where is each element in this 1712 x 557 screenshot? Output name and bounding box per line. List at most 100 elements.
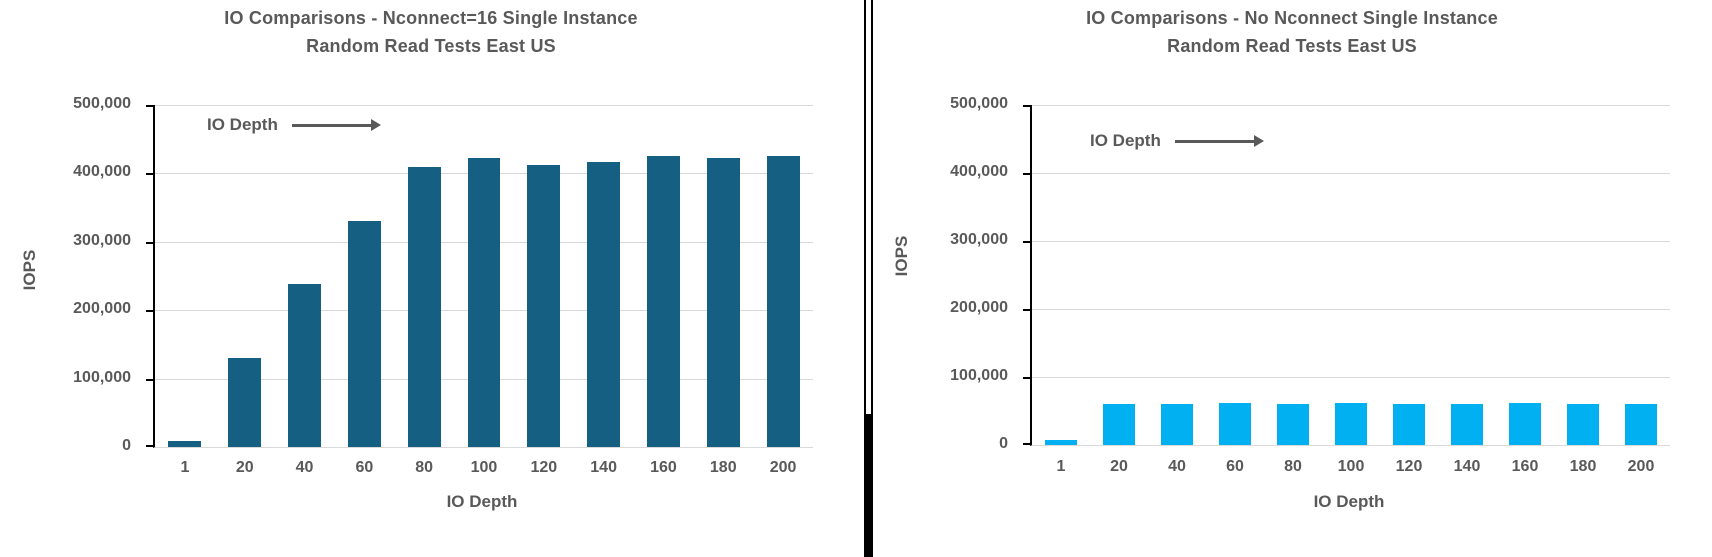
arrow-head	[370, 119, 381, 131]
chart-title: IO Comparisons - No Nconnect Single Inst…	[872, 4, 1712, 60]
x-tick-label: 120	[1395, 458, 1423, 475]
right-arrow-icon	[1174, 135, 1264, 147]
y-axis-tick-mark	[146, 379, 153, 381]
bar-iodepth-40	[1161, 404, 1193, 445]
bar-iodepth-20	[228, 358, 262, 447]
y-tick-label: 400,000	[950, 163, 1008, 180]
x-tick-label: 40	[295, 459, 314, 476]
right-arrow-icon	[291, 119, 381, 131]
x-tick-label: 80	[1284, 458, 1302, 475]
y-tick-label: 300,000	[73, 232, 131, 249]
gridline	[1032, 377, 1670, 378]
chart-nconnect16: IO Comparisons - Nconnect=16 Single Inst…	[0, 4, 862, 511]
chart-no-nconnect: IO Comparisons - No Nconnect Single Inst…	[872, 0, 1712, 557]
bar-iodepth-160	[647, 156, 680, 447]
plot-area: IO Depth	[146, 105, 813, 448]
arrow-line	[1174, 139, 1255, 143]
bar-iodepth-60	[347, 221, 381, 447]
x-tick-label: 120	[530, 459, 558, 476]
bar-iodepth-40	[288, 284, 321, 447]
x-tick-label: 100	[470, 459, 498, 476]
gridline	[1032, 309, 1670, 310]
x-tick-label: 140	[590, 459, 617, 476]
y-tick-label: 0	[122, 437, 131, 454]
x-tick-label: 100	[1337, 458, 1365, 475]
y-tick-label: 400,000	[73, 163, 131, 180]
bar-iodepth-20	[1103, 404, 1135, 445]
bar-iodepth-160	[1509, 403, 1541, 445]
plot-area: IO Depth	[1023, 105, 1670, 446]
y-axis-tick-mark	[1023, 173, 1030, 175]
x-tick-label: 140	[1453, 458, 1481, 475]
y-axis-tick-labels: 500,000 400,000 300,000 200,000 100,000 0	[16, 95, 141, 454]
gridline	[1032, 173, 1670, 174]
annotation-label: IO Depth	[207, 115, 278, 134]
bar-iodepth-120	[527, 165, 561, 447]
x-tick-label: 20	[235, 459, 254, 476]
bar-iodepth-80	[407, 167, 441, 447]
gridline	[1032, 105, 1670, 106]
x-axis-title: IO Depth	[1313, 492, 1385, 511]
y-axis-tick-mark	[1023, 443, 1030, 445]
x-axis-tick-labels: 1 20 40 60 80 100 120 140 160 180 200	[155, 459, 813, 483]
chart-title-line2: Random Read Tests East US	[306, 36, 556, 56]
y-tick-label: 100,000	[73, 369, 131, 386]
chart-title-line1: IO Comparisons - Nconnect=16 Single Inst…	[224, 8, 638, 28]
y-tick-label: 100,000	[950, 367, 1008, 384]
x-axis-title: IO Depth	[446, 492, 518, 511]
y-axis-tick-mark	[146, 242, 153, 244]
x-tick-label: 60	[355, 459, 374, 476]
gridline	[155, 105, 813, 106]
x-tick-label: 180	[709, 459, 737, 476]
y-tick-label: 500,000	[73, 95, 131, 112]
bar-iodepth-200	[1625, 404, 1657, 445]
arrow-head	[1253, 135, 1264, 147]
x-tick-label: 180	[1569, 458, 1597, 475]
x-tick-label: 20	[1110, 458, 1128, 475]
y-tick-label: 200,000	[73, 300, 131, 317]
x-tick-label: 40	[1168, 458, 1186, 475]
bar-iodepth-60	[1219, 403, 1251, 445]
y-axis-tick-mark	[146, 445, 153, 447]
x-tick-label: 160	[650, 459, 677, 476]
io-depth-annotation: IO Depth	[207, 115, 381, 135]
y-axis-tick-mark	[146, 173, 153, 175]
y-tick-label: 0	[999, 435, 1008, 452]
y-tick-label: 300,000	[950, 231, 1008, 248]
y-axis-tick-labels: 500,000 400,000 300,000 200,000 100,000 0	[893, 95, 1018, 452]
x-tick-label: 200	[769, 459, 797, 476]
chart-title-line1: IO Comparisons - No Nconnect Single Inst…	[1086, 8, 1498, 28]
bar-iodepth-1	[1045, 440, 1077, 445]
chart-title-line2: Random Read Tests East US	[1167, 36, 1417, 56]
bar-iodepth-100	[1335, 403, 1367, 445]
bar-iodepth-120	[1393, 404, 1425, 445]
x-tick-label: 160	[1511, 458, 1539, 475]
x-tick-label: 1	[180, 459, 190, 476]
bar-iodepth-100	[467, 158, 501, 447]
x-tick-label: 80	[415, 459, 434, 476]
gridline	[1032, 241, 1670, 242]
y-axis-tick-mark	[146, 105, 153, 107]
x-tick-label: 200	[1627, 458, 1655, 475]
bar-iodepth-140	[1451, 404, 1483, 445]
y-axis-tick-mark	[1023, 105, 1030, 107]
x-tick-label: 60	[1226, 458, 1244, 475]
y-axis-tick-mark	[1023, 309, 1030, 311]
x-tick-label: 1	[1056, 458, 1066, 475]
y-axis-tick-mark	[1023, 377, 1030, 379]
io-depth-annotation: IO Depth	[1090, 131, 1264, 151]
panel-divider-thick-segment	[864, 414, 872, 557]
bar-iodepth-140	[587, 162, 621, 447]
chart-title: IO Comparisons - Nconnect=16 Single Inst…	[0, 4, 862, 60]
bar-iodepth-180	[1567, 404, 1599, 445]
bar-iodepth-1	[168, 441, 202, 447]
y-axis-tick-mark	[146, 310, 153, 312]
panel-divider-double-line	[864, 0, 873, 557]
bar-iodepth-180	[706, 158, 740, 447]
y-tick-label: 500,000	[950, 95, 1008, 112]
bar-iodepth-200	[766, 156, 800, 447]
y-tick-label: 200,000	[950, 299, 1008, 316]
arrow-line	[291, 123, 372, 127]
bar-iodepth-80	[1277, 404, 1309, 445]
y-axis-tick-mark	[1023, 241, 1030, 243]
